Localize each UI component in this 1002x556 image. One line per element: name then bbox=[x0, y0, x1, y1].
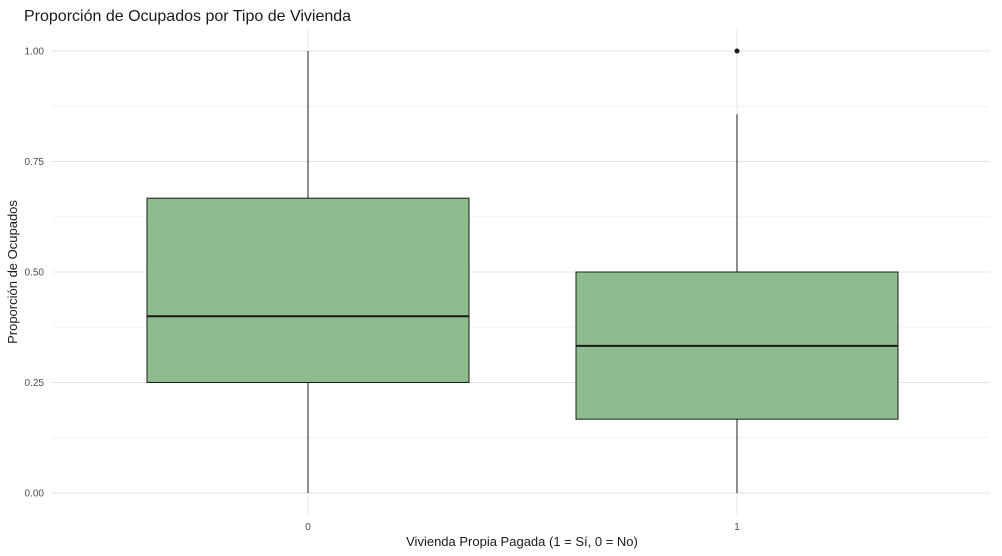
x-tick-label: 1 bbox=[734, 522, 740, 533]
y-axis-label: Proporción de Ocupados bbox=[5, 200, 20, 344]
boxes-group bbox=[146, 48, 899, 493]
y-tick-label: 0.00 bbox=[25, 489, 45, 500]
x-tick-label: 0 bbox=[305, 522, 311, 533]
y-tick-label: 0.75 bbox=[25, 157, 45, 168]
y-tick-label: 0.25 bbox=[25, 378, 45, 389]
y-tick-label: 0.50 bbox=[25, 268, 45, 279]
chart-title: Proporción de Ocupados por Tipo de Vivie… bbox=[24, 8, 351, 25]
y-axis-ticks: 0.00 0.25 0.50 0.75 1.00 bbox=[25, 47, 45, 500]
box-iqr bbox=[146, 197, 470, 383]
x-axis-label: Vivienda Propia Pagada (1 = Sí, 0 = No) bbox=[406, 534, 638, 549]
outlier-point bbox=[734, 48, 740, 54]
y-tick-label: 1.00 bbox=[25, 47, 45, 58]
